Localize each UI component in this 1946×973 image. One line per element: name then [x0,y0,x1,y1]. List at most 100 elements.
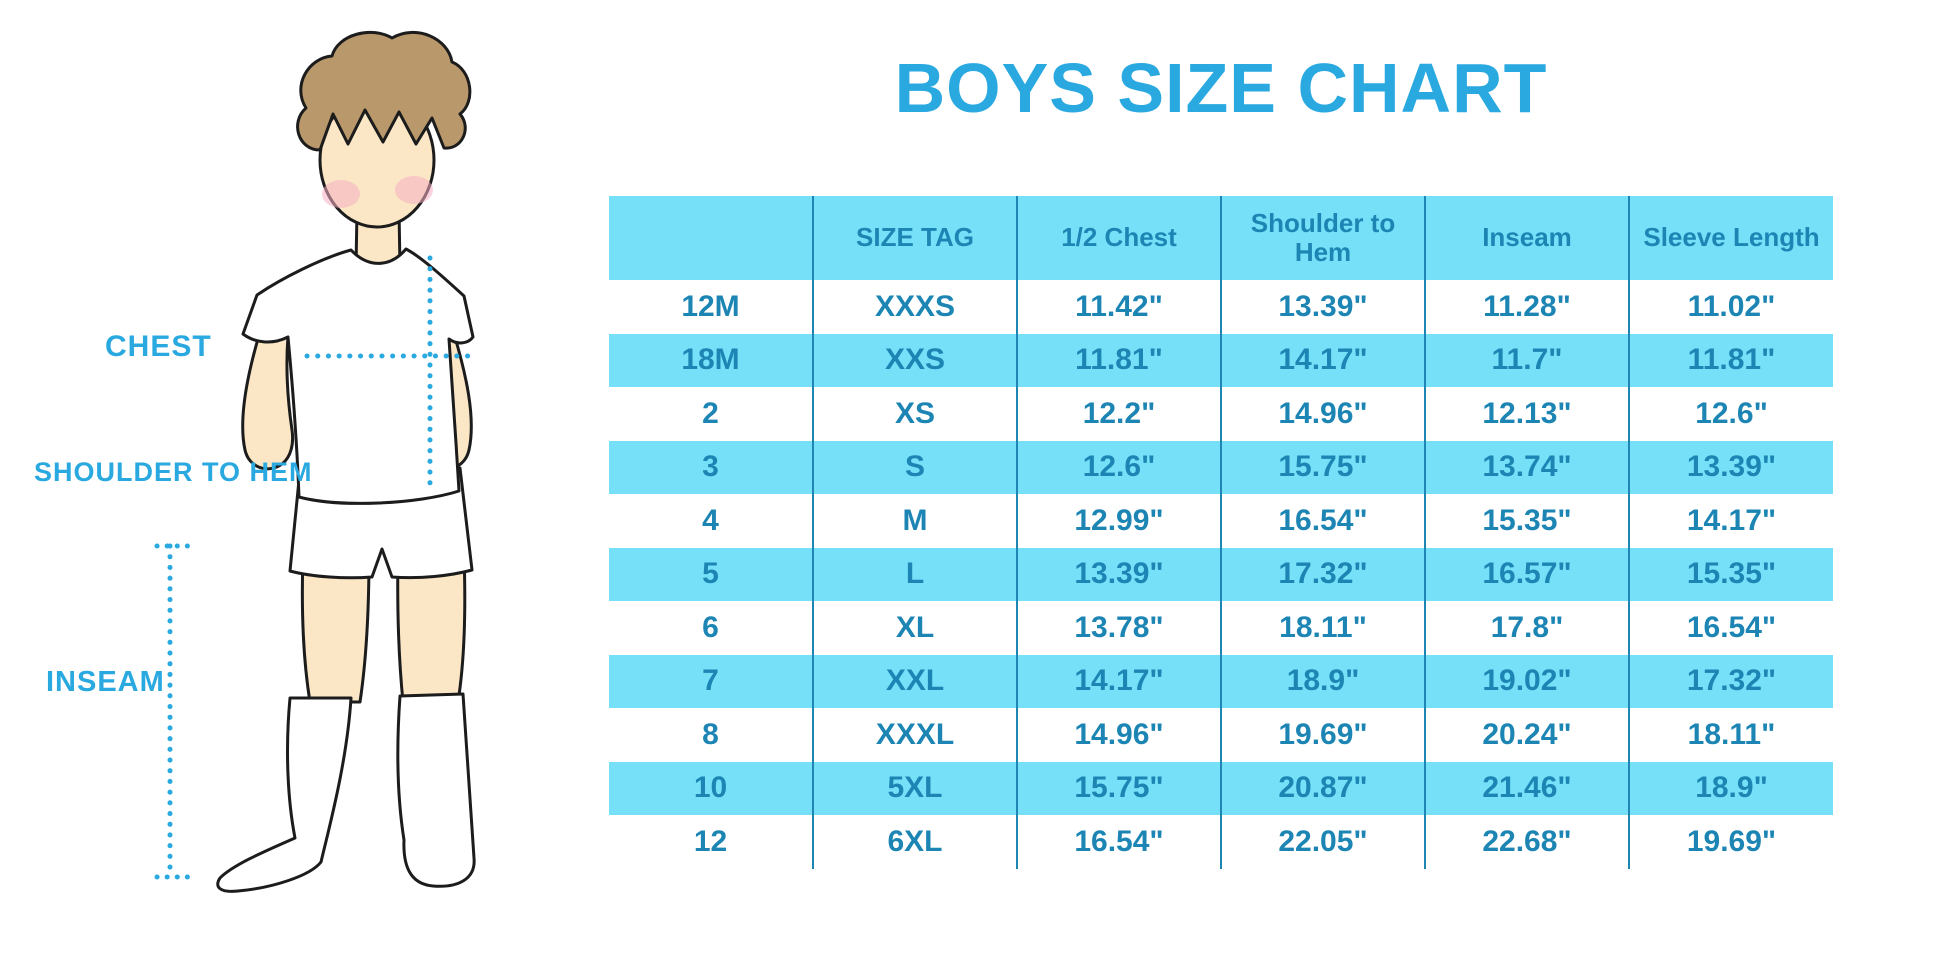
column-header: Sleeve Length [1628,196,1833,280]
table-cell: L [812,547,1017,601]
table-cell: 13.74" [1424,440,1629,494]
table-cell: 4 [609,494,813,548]
boy-blush-right [395,176,433,204]
table-cell: 11.42" [1016,280,1221,334]
table-row: 2 XS 12.2" 14.96" 12.13" 12.6" [609,387,1833,441]
shoulder-to-hem-label: SHOULDER TO HEM [34,457,313,487]
boy-left-arm [241,330,295,471]
table-cell: 11.81" [1628,333,1833,387]
table-cell: XL [812,601,1017,655]
table-cell: 19.02" [1424,654,1629,708]
table-cell: 7 [609,654,813,708]
boy-left-leg [300,553,371,704]
table-cell: 11.28" [1424,280,1629,334]
table-cell: XXL [812,654,1017,708]
table-cell: 18M [609,333,813,387]
table-cell: 15.75" [1016,761,1221,815]
table-row: 6 XL 13.78" 18.11" 17.8" 16.54" [609,601,1833,655]
table-cell: 12.6" [1016,440,1221,494]
table-cell: XS [812,387,1017,441]
table-cell: 13.78" [1016,601,1221,655]
table-cell: 11.02" [1628,280,1833,334]
inseam-label: INSEAM [46,666,165,698]
header-row: SIZE TAG 1/2 Chest Shoulder to Hem Inseam Sl… [609,196,1833,280]
table-cell: 14.17" [1628,494,1833,548]
table-cell: 11.7" [1424,333,1629,387]
table-cell: 10 [609,761,813,815]
table-cell: 15.75" [1220,440,1425,494]
chest-label: CHEST [105,330,212,363]
table-cell: 15.35" [1628,547,1833,601]
table-cell: 22.05" [1220,815,1425,869]
table-cell: 19.69" [1628,815,1833,869]
table-cell: M [812,494,1017,548]
column-header: SIZE TAG [812,196,1017,280]
table-cell: 11.81" [1016,333,1221,387]
table-cell: 5XL [812,761,1017,815]
table-cell: 21.46" [1424,761,1629,815]
table-cell: 16.54" [1220,494,1425,548]
table-cell: 13.39" [1628,440,1833,494]
boy-left-sock [216,696,353,893]
table-cell: 17.32" [1220,547,1425,601]
table-row: 18M XXS 11.81" 14.17" 11.7" 11.81" [609,333,1833,387]
table-cell: 17.8" [1424,601,1629,655]
table-cell: 14.96" [1016,708,1221,762]
table-cell: 14.17" [1016,654,1221,708]
table-cell: 20.24" [1424,708,1629,762]
table-cell: 14.17" [1220,333,1425,387]
table-cell: 16.54" [1016,815,1221,869]
boy-right-sock [396,692,476,888]
table-cell: XXS [812,333,1017,387]
table-cell: 22.68" [1424,815,1629,869]
table-cell: 18.11" [1220,601,1425,655]
table-row: 5 L 13.39" 17.32" 16.57" 15.35" [609,547,1833,601]
table-cell: 13.39" [1220,280,1425,334]
table-cell: 15.35" [1424,494,1629,548]
page-title: BOYS SIZE CHART [894,49,1548,127]
table-cell: 6 [609,601,813,655]
table-cell: 16.57" [1424,547,1629,601]
table-cell: 12 [609,815,813,869]
size-table-head: SIZE TAG 1/2 Chest Shoulder to Hem Inseam Sl… [609,196,1833,280]
column-header: Shoulder to Hem [1220,196,1425,280]
table-body: 12M XXXS 11.42" 13.39" 11.28" 11.02" 18M XXS 11.… [609,280,1833,869]
boy-tshirt [241,247,475,505]
table-cell: 2 [609,387,813,441]
column-header: Inseam [1424,196,1629,280]
table-cell: 18.11" [1628,708,1833,762]
table-cell: 17.32" [1628,654,1833,708]
table-cell: 16.54" [1628,601,1833,655]
table-cell: 3 [609,440,813,494]
table-row: 12 6XL 16.54" 22.05" 22.68" 19.69" [609,815,1833,869]
boy-hair [296,30,472,152]
table-cell: 12.6" [1628,387,1833,441]
table-row: 4 M 12.99" 16.54" 15.35" 14.17" [609,494,1833,548]
table-cell: 8 [609,708,813,762]
size-table: SIZE TAG 1/2 Chest Shoulder to Hem Inseam Sl… [609,196,1833,869]
table-row: 10 5XL 15.75" 20.87" 21.46" 18.9" [609,761,1833,815]
column-header: 1/2 Chest [1016,196,1221,280]
table-row: 7 XXL 14.17" 18.9" 19.02" 17.32" [609,654,1833,708]
table-row: 3 S 12.6" 15.75" 13.74" 13.39" [609,440,1833,494]
table-cell: 6XL [812,815,1017,869]
table-cell: 18.9" [1220,654,1425,708]
table-cell: XXXS [812,280,1017,334]
table-row: 8 XXXL 14.96" 19.69" 20.24" 18.11" [609,708,1833,762]
table-cell: S [812,440,1017,494]
table-cell: 20.87" [1220,761,1425,815]
boy-measurement-illustration [154,30,481,893]
inseam-measure-caps [154,543,193,880]
table-cell: 5 [609,547,813,601]
table-cell: 18.9" [1628,761,1833,815]
table-cell: 12.2" [1016,387,1221,441]
table-cell: 13.39" [1016,547,1221,601]
table-cell: XXXL [812,708,1017,762]
table-cell: 12.13" [1424,387,1629,441]
table-cell: 12.99" [1016,494,1221,548]
table-cell: 14.96" [1220,387,1425,441]
table-row: 12M XXXS 11.42" 13.39" 11.28" 11.02" [609,280,1833,334]
table-cell: 19.69" [1220,708,1425,762]
table-cell: 12M [609,280,813,334]
